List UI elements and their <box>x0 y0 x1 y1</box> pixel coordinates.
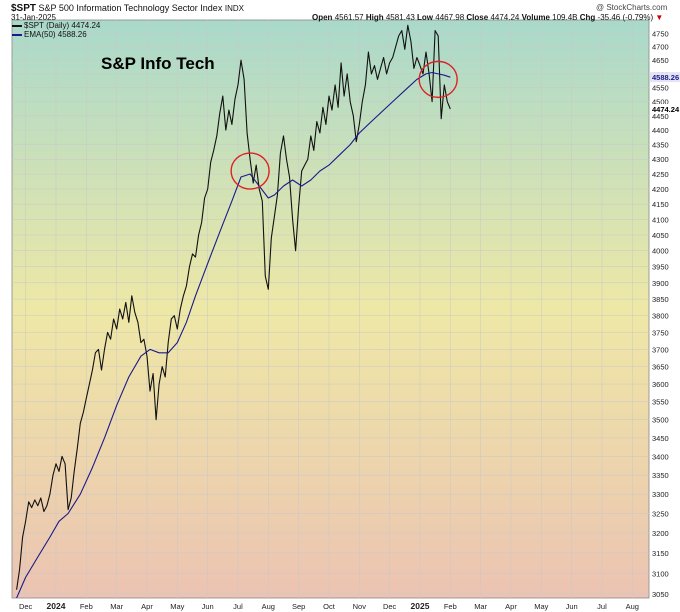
volume-value: 109.4B <box>552 13 578 22</box>
x-tick-label: Mar <box>110 602 123 611</box>
header-date: 31-Jan-2025 <box>11 13 56 22</box>
x-tick-label: Apr <box>141 602 153 611</box>
x-tick-label: 2025 <box>411 601 430 611</box>
x-tick-label: Dec <box>383 602 397 611</box>
chg-value: -35.46 (-0.79%) <box>597 13 654 22</box>
x-tick-label: May <box>534 602 548 611</box>
y-tick-label: 3650 <box>652 363 669 372</box>
x-tick-label: Mar <box>474 602 487 611</box>
y-tick-label: 3300 <box>652 490 669 499</box>
y-tick-label: 3100 <box>652 569 669 578</box>
highlight-circles <box>230 60 458 190</box>
y-tick-label: 3850 <box>652 295 669 304</box>
y-tick-label: 3700 <box>652 345 669 354</box>
y-tick-label: 4400 <box>652 126 669 135</box>
open-value: 4561.57 <box>334 13 364 22</box>
y-tick-label: 3350 <box>652 471 669 480</box>
y-tick-label: 3400 <box>652 452 669 461</box>
y-tick-label: 3600 <box>652 380 669 389</box>
x-tick-label: Feb <box>444 602 457 611</box>
volume-label: Volume <box>521 13 550 22</box>
open-label: Open <box>312 13 333 22</box>
legend-price-swatch <box>12 24 22 27</box>
close-value: 4474.24 <box>490 13 520 22</box>
y-tick-label: 4500 <box>652 98 669 107</box>
y-tick-label: 4150 <box>652 200 669 209</box>
chart-annotation: S&P Info Tech <box>101 54 215 73</box>
y-tick-label: 4300 <box>652 155 669 164</box>
low-value: 4467.98 <box>435 13 465 22</box>
y-tick-label: 4100 <box>652 215 669 224</box>
x-tick-label: Apr <box>505 602 517 611</box>
legend-ema-swatch <box>12 33 22 36</box>
chg-down-icon: ▼ <box>655 13 664 22</box>
header-symbol: $SPT <box>11 3 37 14</box>
x-tick-label: Jul <box>233 602 243 611</box>
chg-label: Chg <box>579 13 596 22</box>
y-tick-label: 4700 <box>652 43 669 52</box>
x-tick-label: 2024 <box>47 601 66 611</box>
y-tick-label: 3900 <box>652 279 669 288</box>
x-tick-label: Feb <box>80 602 93 611</box>
x-tick-label: Jul <box>597 602 607 611</box>
x-tick-label: Jun <box>202 602 214 611</box>
ema-price-tag: 4588.26 <box>652 73 679 82</box>
y-tick-label: 4550 <box>652 84 669 93</box>
highlight-circle <box>230 152 270 190</box>
price-series-line <box>16 24 451 590</box>
header-symbol-line: $SPT S&P 500 Information Technology Sect… <box>11 3 244 14</box>
grid-lines <box>12 20 649 598</box>
close-price-tag: 4474.24 <box>652 105 680 114</box>
y-tick-label: 4000 <box>652 247 669 256</box>
y-tick-label: 3250 <box>652 509 669 518</box>
y-tick-label: 4450 <box>652 112 669 121</box>
ema-price-tag-box <box>650 72 680 83</box>
y-tick-label: 3750 <box>652 328 669 337</box>
y-tick-label: 4250 <box>652 170 669 179</box>
highlight-circle <box>418 60 458 99</box>
x-tick-label: May <box>170 602 184 611</box>
close-price-tag-box <box>650 103 680 114</box>
stockcharts-watermark: @ StockCharts.com <box>596 3 668 12</box>
legend-ema: EMA(50) 4588.26 <box>12 30 87 39</box>
high-value: 4581.43 <box>385 13 415 22</box>
x-axis-labels: Dec 2024 Feb Mar Apr May Jun Jul Aug Sep Oct Nov Dec… <box>19 601 639 611</box>
legend-price: $SPT (Daily) 4474.24 <box>12 21 100 30</box>
x-tick-label: Sep <box>292 602 305 611</box>
x-tick-label: Dec <box>19 602 33 611</box>
x-tick-label: Oct <box>323 602 336 611</box>
x-tick-label: Jun <box>566 602 578 611</box>
x-tick-label: Aug <box>626 602 639 611</box>
legend-ema-label: EMA(50) 4588.26 <box>24 30 87 39</box>
high-label: High <box>365 13 384 22</box>
x-tick-label: Nov <box>353 602 367 611</box>
y-tick-label: 3050 <box>652 590 669 599</box>
y-axis-labels: 3050 3100 3150 3200 3250 3300 3350 3400 3450 3500… <box>652 29 669 599</box>
series-layer <box>16 24 451 598</box>
y-tick-label: 4200 <box>652 185 669 194</box>
header-ohlc: Open 4561.57 High 4581.43 Low 4467.98 Cl… <box>312 13 663 22</box>
close-label: Close <box>466 13 489 22</box>
y-tick-label: 4350 <box>652 141 669 150</box>
plot-background <box>11 19 650 599</box>
y-tick-label: 3200 <box>652 529 669 538</box>
y-tick-label: 4050 <box>652 231 669 240</box>
y-tick-label: 3450 <box>652 434 669 443</box>
header-index-name: S&P 500 Information Technology Sector In… <box>38 3 223 13</box>
legend-price-label: $SPT (Daily) 4474.24 <box>24 21 101 30</box>
y-tick-label: 4750 <box>652 29 669 38</box>
ema-series-line <box>16 71 451 598</box>
y-tick-label: 3500 <box>652 416 669 425</box>
y-tick-label: 4650 <box>652 56 669 65</box>
price-tags: 4588.26 4474.24 <box>650 72 680 114</box>
y-tick-label: 3800 <box>652 312 669 321</box>
y-tick-label: 3550 <box>652 398 669 407</box>
x-tick-label: Aug <box>262 602 275 611</box>
header-exchange: INDX <box>224 4 244 13</box>
y-tick-label: 3950 <box>652 263 669 272</box>
y-tick-label: 3150 <box>652 549 669 558</box>
low-label: Low <box>417 13 434 22</box>
